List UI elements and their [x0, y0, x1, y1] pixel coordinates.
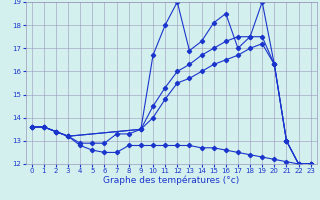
X-axis label: Graphe des températures (°c): Graphe des températures (°c) — [103, 176, 239, 185]
